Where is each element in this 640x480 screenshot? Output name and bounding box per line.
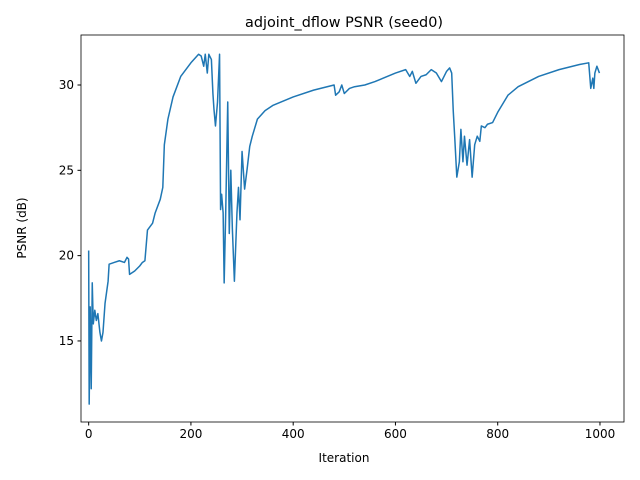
- y-axis-label: PSNR (dB): [15, 197, 29, 258]
- x-tick-label: 400: [282, 427, 305, 441]
- y-tick-label: 25: [59, 163, 74, 177]
- x-tick-label: 200: [179, 427, 202, 441]
- x-axis-label: Iteration: [319, 451, 370, 465]
- y-tick-label: 30: [59, 78, 74, 92]
- x-tick-label: 1000: [585, 427, 616, 441]
- x-tick-label: 0: [85, 427, 93, 441]
- chart-title: adjoint_dflow PSNR (seed0): [245, 15, 443, 31]
- x-tick-label: 600: [384, 427, 407, 441]
- data-line: [87, 53, 601, 405]
- x-tick-label: 800: [486, 427, 509, 441]
- y-tick-label: 20: [59, 249, 74, 263]
- y-tick-label: 15: [59, 334, 74, 348]
- plot-frame: [80, 34, 625, 423]
